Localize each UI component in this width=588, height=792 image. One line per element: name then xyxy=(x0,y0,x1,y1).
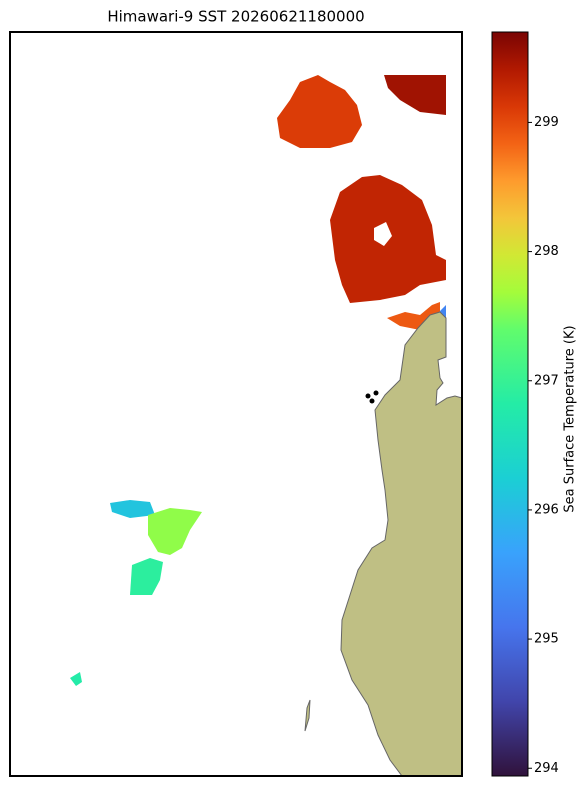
sst-region xyxy=(148,508,202,555)
map-frame xyxy=(9,31,463,777)
map-area xyxy=(70,75,463,777)
island-dot xyxy=(373,390,379,396)
colorbar-tick-label: 295 xyxy=(534,632,559,647)
colorbar xyxy=(491,31,529,777)
sst-region xyxy=(130,558,163,595)
colorbar-label: Sea Surface Temperature (K) xyxy=(563,325,578,512)
sst-region xyxy=(110,500,155,518)
island-dot xyxy=(365,393,371,399)
land xyxy=(340,311,463,777)
colorbar-tick-label: 297 xyxy=(534,373,559,388)
colorbar-tick-label: 294 xyxy=(534,761,559,776)
sst-region xyxy=(277,75,362,148)
sst-region xyxy=(384,75,446,115)
sst-region xyxy=(70,672,82,686)
colorbar-tick-label: 298 xyxy=(534,244,559,259)
island xyxy=(304,699,311,732)
chart-title: Himawari-9 SST 20260621180000 xyxy=(107,8,364,26)
island-dot xyxy=(369,398,375,404)
colorbar-tick-label: 299 xyxy=(534,115,559,130)
colorbar-tick-label: 296 xyxy=(534,502,559,517)
sst-region xyxy=(330,175,446,303)
